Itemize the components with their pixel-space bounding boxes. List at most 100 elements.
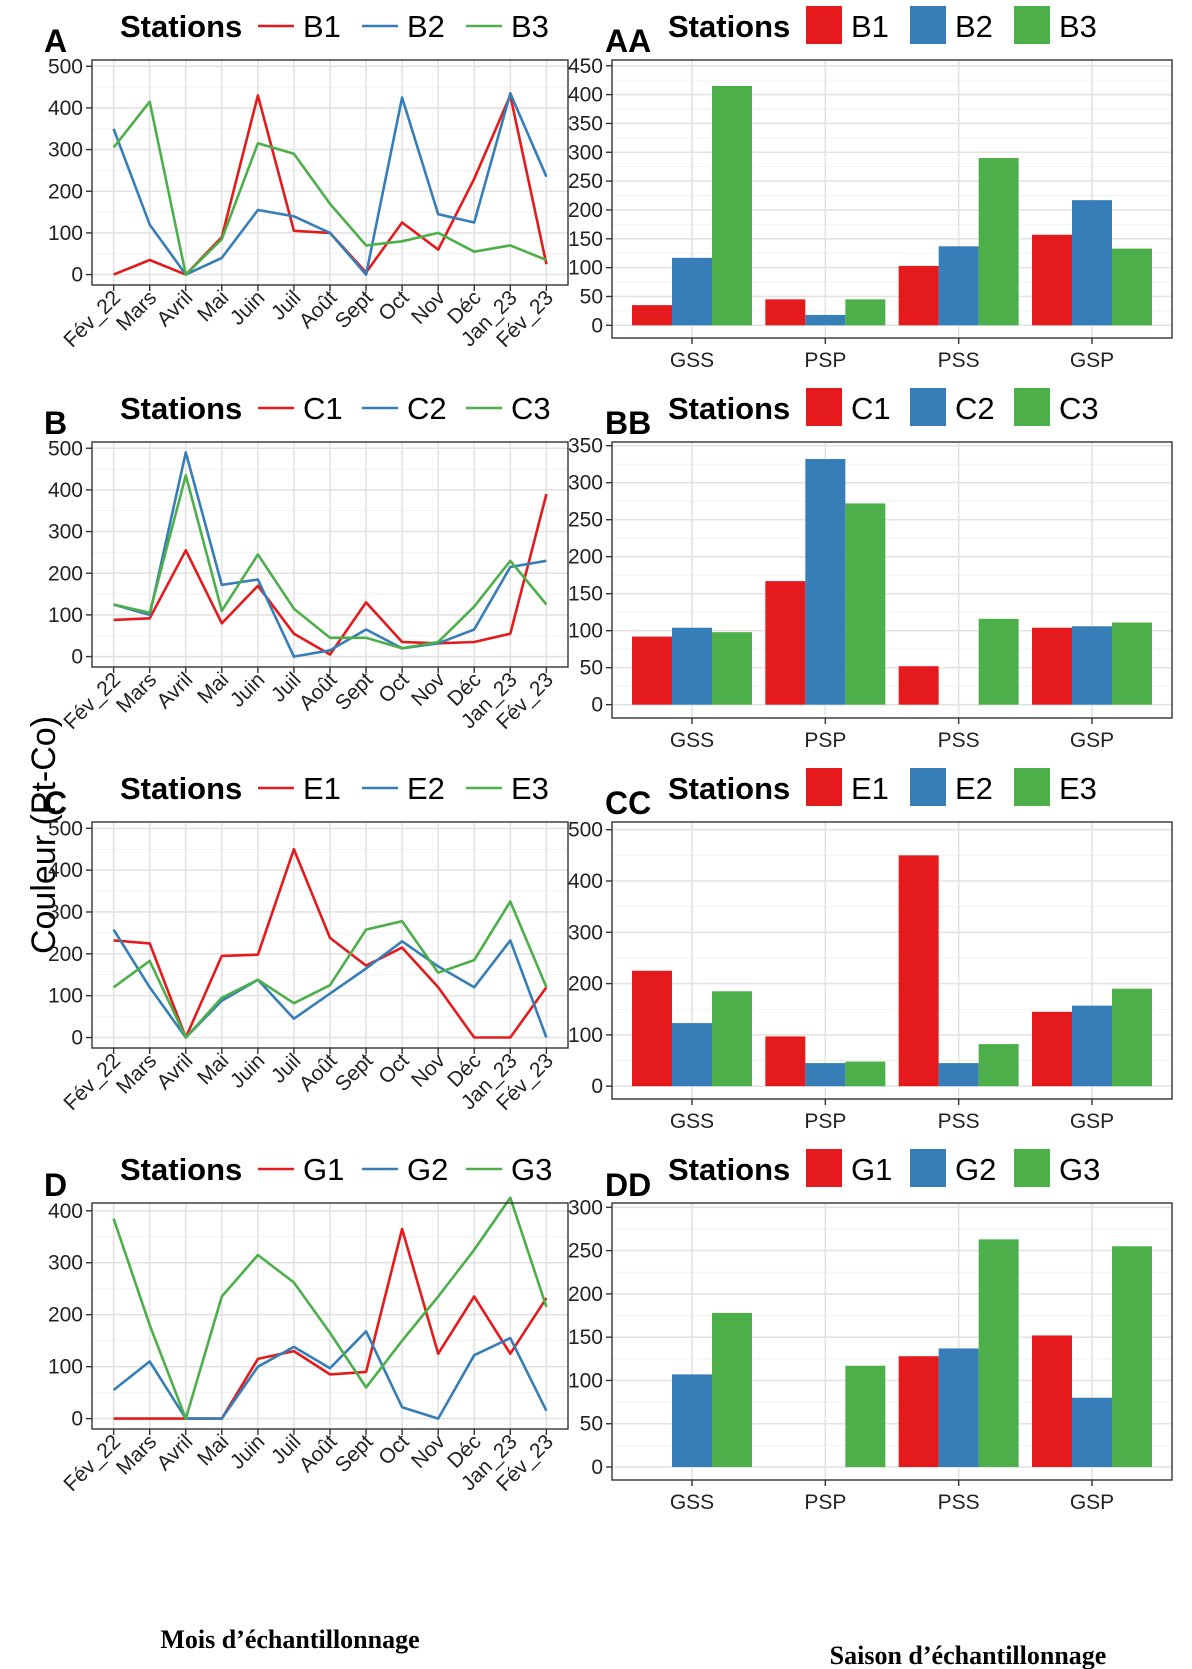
x-tick-label: GSP bbox=[1070, 1110, 1114, 1133]
y-tick-label: 500 bbox=[48, 817, 83, 840]
series-line-C3 bbox=[113, 473, 548, 650]
x-tick-label: Juin bbox=[226, 286, 270, 330]
y-tick-label: 400 bbox=[48, 97, 83, 120]
x-tick-label: Nov bbox=[407, 1430, 450, 1473]
panel-label: BB bbox=[605, 405, 651, 441]
y-tick-label: 100 bbox=[568, 257, 603, 280]
x-tick-label: Avril bbox=[152, 668, 197, 713]
y-tick-label: 100 bbox=[48, 222, 83, 245]
bar-E1-PSS bbox=[898, 855, 939, 1087]
bar-G3-PSP bbox=[845, 1365, 886, 1468]
y-tick-label: 300 bbox=[48, 1252, 83, 1275]
panel-B: 0100200300400500Fév_22MarsAvrilMaiJuinJu… bbox=[44, 391, 569, 734]
legend-entry-B1: B1 bbox=[851, 9, 889, 44]
y-tick-label: 400 bbox=[48, 479, 83, 502]
legend-entry-C1: C1 bbox=[303, 391, 343, 426]
legend-key-box bbox=[910, 768, 946, 806]
bar-B1-GSP bbox=[1032, 234, 1072, 326]
x-tick-label: Mai bbox=[193, 1049, 233, 1089]
x-axis-title-left: Mois d’échantillonnage bbox=[160, 1625, 419, 1654]
bar-G3-GSS bbox=[712, 1312, 752, 1468]
y-tick-label: 0 bbox=[591, 694, 603, 717]
panel-label: CC bbox=[605, 785, 651, 821]
legend-entry-E2: E2 bbox=[955, 771, 993, 806]
panel-C: 0100200300400500Fév_22MarsAvrilMaiJuinJu… bbox=[44, 771, 569, 1115]
legend-entry-C2: C2 bbox=[955, 391, 995, 426]
x-tick-label: Mai bbox=[193, 1430, 233, 1470]
panel-label: A bbox=[44, 23, 67, 59]
bar-E3-PSS bbox=[978, 1044, 1019, 1087]
legend-title: Stations bbox=[120, 771, 242, 806]
legend-key-box bbox=[806, 388, 842, 426]
panel-label: C bbox=[44, 785, 67, 821]
x-tick-label: Sept bbox=[331, 286, 378, 333]
y-tick-label: 150 bbox=[568, 1326, 603, 1349]
y-tick-label: 300 bbox=[568, 1196, 603, 1219]
bar-B3-GSP bbox=[1112, 248, 1152, 326]
y-tick-label: 200 bbox=[48, 562, 83, 585]
x-tick-label: Avril bbox=[152, 1430, 197, 1475]
x-tick-label: Oct bbox=[374, 1430, 413, 1469]
y-tick-label: 50 bbox=[580, 1413, 603, 1436]
legend-key-box bbox=[806, 768, 842, 806]
y-tick-label: 0 bbox=[71, 646, 83, 669]
x-tick-label: Juin bbox=[226, 1430, 270, 1474]
legend-key-box bbox=[1014, 768, 1050, 806]
y-tick-label: 350 bbox=[568, 435, 603, 458]
x-tick-label: Août bbox=[295, 1049, 342, 1096]
legend-entry-E3: E3 bbox=[1059, 771, 1097, 806]
x-tick-label: Nov bbox=[407, 668, 450, 711]
bar-E3-GSS bbox=[712, 991, 752, 1087]
y-tick-label: 250 bbox=[568, 509, 603, 532]
bar-C1-GSP bbox=[1032, 627, 1072, 705]
legend-key-box bbox=[1014, 1149, 1050, 1187]
bar-B3-PSS bbox=[978, 158, 1019, 326]
x-tick-label: PSP bbox=[804, 349, 846, 372]
bar-B3-PSP bbox=[845, 299, 886, 326]
x-tick-label: PSP bbox=[804, 729, 846, 752]
x-tick-label: Août bbox=[295, 286, 342, 333]
x-tick-label: Mars bbox=[112, 1430, 161, 1479]
panel-A: 0100200300400500Fév_22MarsAvrilMaiJuinJu… bbox=[44, 9, 569, 352]
legend-key-box bbox=[910, 388, 946, 426]
series-line-E3 bbox=[112, 900, 548, 1039]
x-axis-title-right: Saison d’échantillonnage bbox=[830, 1641, 1107, 1669]
x-tick-label: GSS bbox=[670, 729, 714, 752]
legend-key-box bbox=[806, 1149, 842, 1187]
legend-entry-E2: E2 bbox=[407, 771, 445, 806]
y-tick-label: 250 bbox=[568, 1240, 603, 1263]
bar-C2-GSP bbox=[1072, 626, 1112, 705]
x-tick-label: Mars bbox=[112, 286, 161, 335]
bar-E3-GSP bbox=[1112, 988, 1152, 1087]
panel-label: B bbox=[44, 405, 67, 441]
y-tick-label: 400 bbox=[568, 870, 603, 893]
y-tick-label: 400 bbox=[568, 84, 603, 107]
y-tick-label: 450 bbox=[568, 55, 603, 78]
x-tick-label: Sept bbox=[331, 1049, 378, 1096]
x-tick-label: Août bbox=[295, 1430, 342, 1477]
bar-G3-GSP bbox=[1112, 1246, 1152, 1468]
legend-entry-C3: C3 bbox=[511, 391, 551, 426]
x-tick-label: GSS bbox=[670, 1491, 714, 1514]
x-tick-label: Avril bbox=[152, 286, 197, 331]
y-tick-label: 400 bbox=[48, 859, 83, 882]
legend-entry-B3: B3 bbox=[1059, 9, 1097, 44]
y-tick-label: 500 bbox=[48, 55, 83, 78]
bar-E1-GSS bbox=[632, 970, 672, 1087]
y-tick-label: 200 bbox=[568, 199, 603, 222]
x-tick-label: GSS bbox=[670, 1110, 714, 1133]
y-tick-label: 500 bbox=[48, 437, 83, 460]
bar-G1-GSP bbox=[1032, 1335, 1072, 1468]
x-tick-label: Nov bbox=[407, 286, 450, 329]
x-tick-label: GSP bbox=[1070, 729, 1114, 752]
y-tick-label: 350 bbox=[568, 112, 603, 135]
bar-B2-GSP bbox=[1072, 200, 1112, 326]
x-tick-label: Oct bbox=[374, 1049, 413, 1088]
legend-entry-G3: G3 bbox=[511, 1152, 552, 1187]
bar-C2-GSS bbox=[672, 627, 712, 705]
bar-C3-PSS bbox=[978, 618, 1019, 705]
series-line-C2 bbox=[113, 451, 547, 658]
x-tick-label: GSP bbox=[1070, 1491, 1114, 1514]
x-tick-label: Juin bbox=[226, 668, 270, 712]
series-line-B3 bbox=[112, 100, 547, 276]
